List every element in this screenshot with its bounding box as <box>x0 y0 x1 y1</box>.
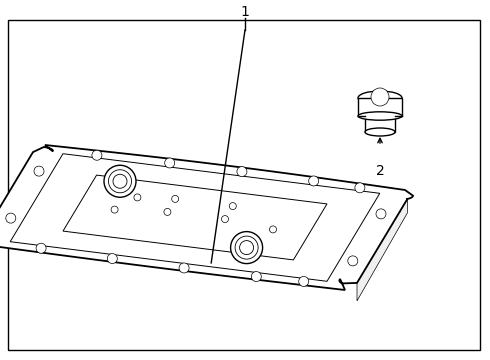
Circle shape <box>251 271 261 282</box>
Circle shape <box>179 263 189 273</box>
Circle shape <box>231 231 263 264</box>
Circle shape <box>36 243 46 253</box>
Circle shape <box>164 208 171 215</box>
Circle shape <box>376 209 386 219</box>
Polygon shape <box>40 153 400 212</box>
Polygon shape <box>63 175 327 260</box>
Bar <box>358 98 402 116</box>
Circle shape <box>240 240 254 255</box>
Circle shape <box>108 170 131 193</box>
Polygon shape <box>357 199 407 301</box>
Circle shape <box>34 166 44 176</box>
Circle shape <box>371 88 389 106</box>
Circle shape <box>104 165 136 197</box>
Circle shape <box>348 256 358 266</box>
Circle shape <box>107 253 117 264</box>
Circle shape <box>165 158 174 168</box>
Circle shape <box>6 213 16 223</box>
Polygon shape <box>0 145 413 290</box>
Bar <box>365 114 395 132</box>
Ellipse shape <box>358 91 402 105</box>
Text: 1: 1 <box>241 5 249 19</box>
Circle shape <box>172 195 179 202</box>
Circle shape <box>111 206 118 213</box>
Circle shape <box>355 183 365 193</box>
Circle shape <box>309 176 318 186</box>
Circle shape <box>113 174 127 188</box>
Circle shape <box>92 150 102 160</box>
Circle shape <box>134 194 141 201</box>
Circle shape <box>270 226 276 233</box>
Circle shape <box>229 203 236 210</box>
Circle shape <box>237 167 247 176</box>
Text: 2: 2 <box>376 164 384 178</box>
Circle shape <box>299 276 309 287</box>
Circle shape <box>235 236 258 259</box>
Ellipse shape <box>358 112 402 120</box>
Ellipse shape <box>365 128 395 136</box>
Circle shape <box>221 216 228 222</box>
